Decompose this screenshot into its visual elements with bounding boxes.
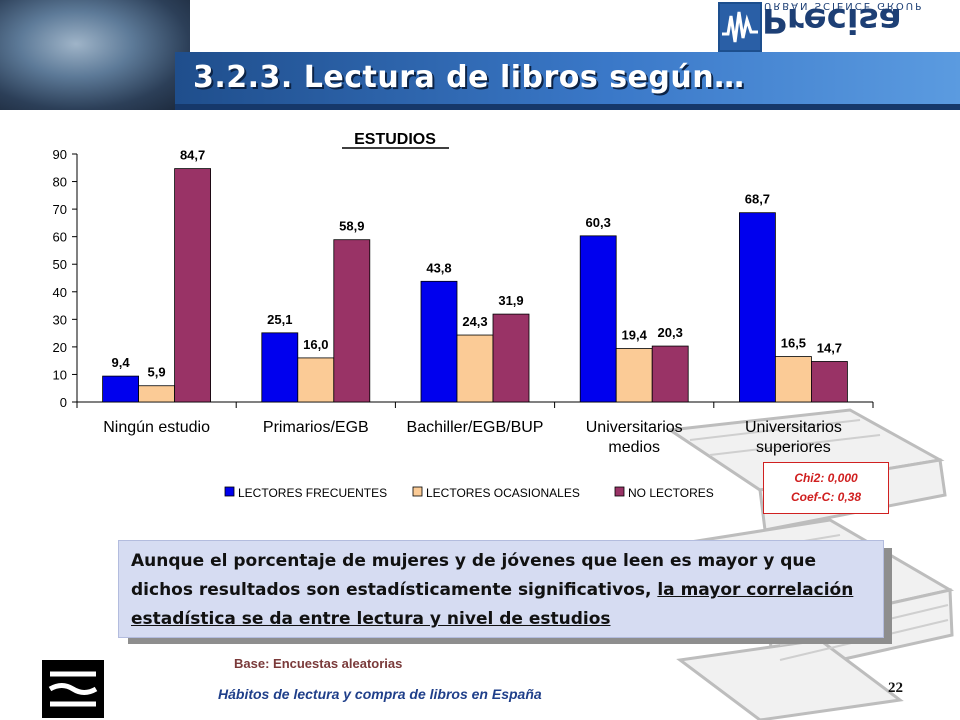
bar bbox=[651, 345, 689, 403]
data-label: 16,5 bbox=[781, 336, 806, 351]
conclusion-text-plain: Aunque el porcentaje de mujeres y de jóv… bbox=[131, 551, 817, 600]
data-label: 20,3 bbox=[658, 325, 683, 340]
data-label: 68,7 bbox=[745, 192, 770, 207]
x-tick-label: Universitarios bbox=[586, 419, 683, 436]
title-bar bbox=[175, 52, 960, 110]
bar-chart: ESTUDIOS 0 10 20 30 40 50 60 70 80 90 9,4 5,9 84,7 Ni… bbox=[53, 131, 874, 500]
bar bbox=[138, 385, 176, 403]
chart-title: ESTUDIOS bbox=[354, 131, 436, 148]
data-label: 43,8 bbox=[426, 260, 451, 275]
bar bbox=[456, 334, 494, 403]
data-label: 31,9 bbox=[498, 293, 523, 308]
conclusion-text-underlined: la mayor correlación estadística se da e… bbox=[131, 580, 854, 629]
y-tick-label: 60 bbox=[53, 230, 67, 245]
bar bbox=[174, 168, 212, 403]
y-tick-label: 80 bbox=[53, 175, 67, 190]
x-tick-label: Ningún estudio bbox=[103, 419, 210, 436]
data-label: 58,9 bbox=[339, 219, 364, 234]
x-tick-label: Bachiller/EGB/BUP bbox=[407, 419, 544, 436]
title-bar-shadow bbox=[175, 104, 960, 110]
chi2-value: Chi2: 0,000 bbox=[794, 471, 858, 485]
x-tick-label: medios bbox=[608, 439, 660, 456]
conclusion-text: Aunque el porcentaje de mujeres y de jóv… bbox=[131, 547, 876, 634]
bar bbox=[420, 280, 458, 403]
bar bbox=[261, 332, 299, 403]
y-tick-label: 20 bbox=[53, 340, 67, 355]
y-tick-label: 0 bbox=[60, 395, 67, 410]
data-label: 19,4 bbox=[622, 328, 648, 343]
legend-swatch bbox=[224, 486, 235, 497]
bar bbox=[333, 239, 371, 403]
legend-label: LECTORES OCASIONALES bbox=[426, 486, 580, 500]
x-tick-label: Primarios/EGB bbox=[263, 419, 369, 436]
data-label: 16,0 bbox=[303, 337, 328, 352]
y-tick-label: 90 bbox=[53, 147, 67, 162]
bar bbox=[739, 212, 776, 403]
bar bbox=[492, 313, 530, 403]
legend-swatch bbox=[614, 486, 625, 497]
logo-wave-icon bbox=[722, 11, 758, 43]
data-label: 9,4 bbox=[112, 355, 131, 370]
data-label: 84,7 bbox=[180, 148, 205, 163]
data-label: 5,9 bbox=[148, 365, 166, 380]
y-tick-label: 10 bbox=[53, 367, 67, 382]
footer-logo-icon bbox=[42, 660, 104, 718]
bar bbox=[579, 235, 617, 403]
data-label: 25,1 bbox=[267, 312, 292, 327]
page-number: 22 bbox=[888, 680, 903, 696]
legend-label: NO LECTORES bbox=[628, 486, 714, 500]
slide-header: 3.2.3. Lectura de libros según… Precisa … bbox=[0, 0, 960, 110]
y-tick-label: 30 bbox=[53, 312, 67, 327]
bar bbox=[297, 357, 335, 403]
stats-box: Chi2: 0,000 Coef-C: 0,38 bbox=[763, 462, 889, 514]
x-tick-label: Universitarios bbox=[745, 419, 842, 436]
data-label: 60,3 bbox=[586, 215, 611, 230]
data-label: 14,7 bbox=[817, 340, 842, 355]
coef-value: Coef-C: 0,38 bbox=[790, 490, 861, 504]
header-photo bbox=[0, 0, 190, 110]
x-tick-label: superiores bbox=[756, 439, 831, 456]
conclusion-note: Aunque el porcentaje de mujeres y de jóv… bbox=[118, 540, 884, 638]
y-tick-label: 40 bbox=[53, 285, 67, 300]
y-tick-label: 70 bbox=[53, 202, 67, 217]
bar bbox=[615, 348, 653, 403]
data-label: 24,3 bbox=[462, 314, 487, 329]
bar bbox=[811, 361, 848, 403]
slide-title: 3.2.3. Lectura de libros según… bbox=[193, 60, 745, 95]
bar bbox=[775, 356, 812, 403]
legend-swatch bbox=[412, 486, 423, 497]
base-note: Base: Encuestas aleatorias bbox=[234, 656, 403, 671]
logo-icon bbox=[718, 2, 762, 52]
footer-title: Hábitos de lectura y compra de libros en… bbox=[218, 686, 542, 702]
legend-label: LECTORES FRECUENTES bbox=[238, 486, 387, 500]
bar bbox=[102, 375, 139, 403]
y-tick-label: 50 bbox=[53, 257, 67, 272]
